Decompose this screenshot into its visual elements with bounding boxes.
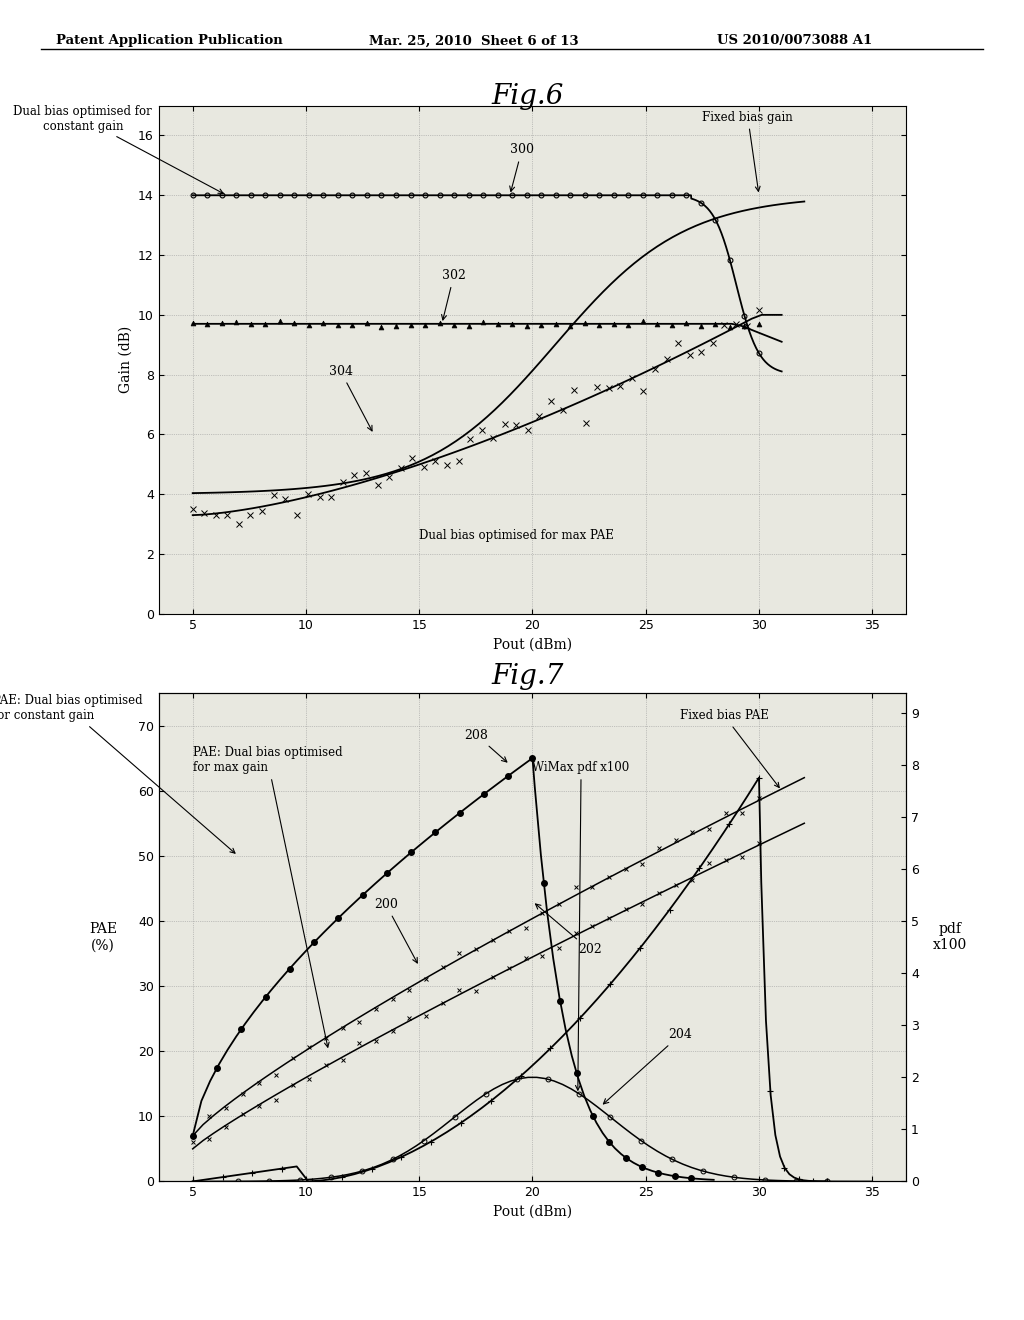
- X-axis label: Pout (dBm): Pout (dBm): [493, 1205, 572, 1218]
- Text: 304: 304: [329, 364, 372, 430]
- Text: Fixed bias PAE: Fixed bias PAE: [680, 709, 779, 788]
- Text: Fig.6: Fig.6: [492, 83, 563, 110]
- Text: Mar. 25, 2010  Sheet 6 of 13: Mar. 25, 2010 Sheet 6 of 13: [369, 34, 579, 48]
- Text: 300: 300: [510, 144, 534, 191]
- Text: PAE: Dual bias optimised
for constant gain: PAE: Dual bias optimised for constant ga…: [0, 694, 234, 853]
- Text: Fixed bias gain: Fixed bias gain: [702, 111, 794, 191]
- Text: 208: 208: [465, 729, 507, 762]
- Text: US 2010/0073088 A1: US 2010/0073088 A1: [717, 34, 872, 48]
- Y-axis label: pdf
x100: pdf x100: [933, 923, 967, 952]
- Text: 204: 204: [603, 1028, 692, 1104]
- Text: 202: 202: [536, 904, 601, 957]
- Y-axis label: PAE
(%): PAE (%): [89, 923, 117, 952]
- Y-axis label: Gain (dB): Gain (dB): [119, 326, 132, 393]
- Text: WiMax pdf x100: WiMax pdf x100: [532, 762, 630, 1090]
- Text: Dual bias optimised for
constant gain: Dual bias optimised for constant gain: [13, 104, 223, 194]
- Text: 302: 302: [441, 269, 466, 319]
- Text: Dual bias optimised for max PAE: Dual bias optimised for max PAE: [419, 529, 614, 543]
- Text: 200: 200: [374, 898, 418, 964]
- Text: Patent Application Publication: Patent Application Publication: [56, 34, 283, 48]
- Text: Fig.7: Fig.7: [492, 663, 563, 689]
- X-axis label: Pout (dBm): Pout (dBm): [493, 638, 572, 651]
- Text: PAE: Dual bias optimised
for max gain: PAE: Dual bias optimised for max gain: [193, 746, 342, 1047]
